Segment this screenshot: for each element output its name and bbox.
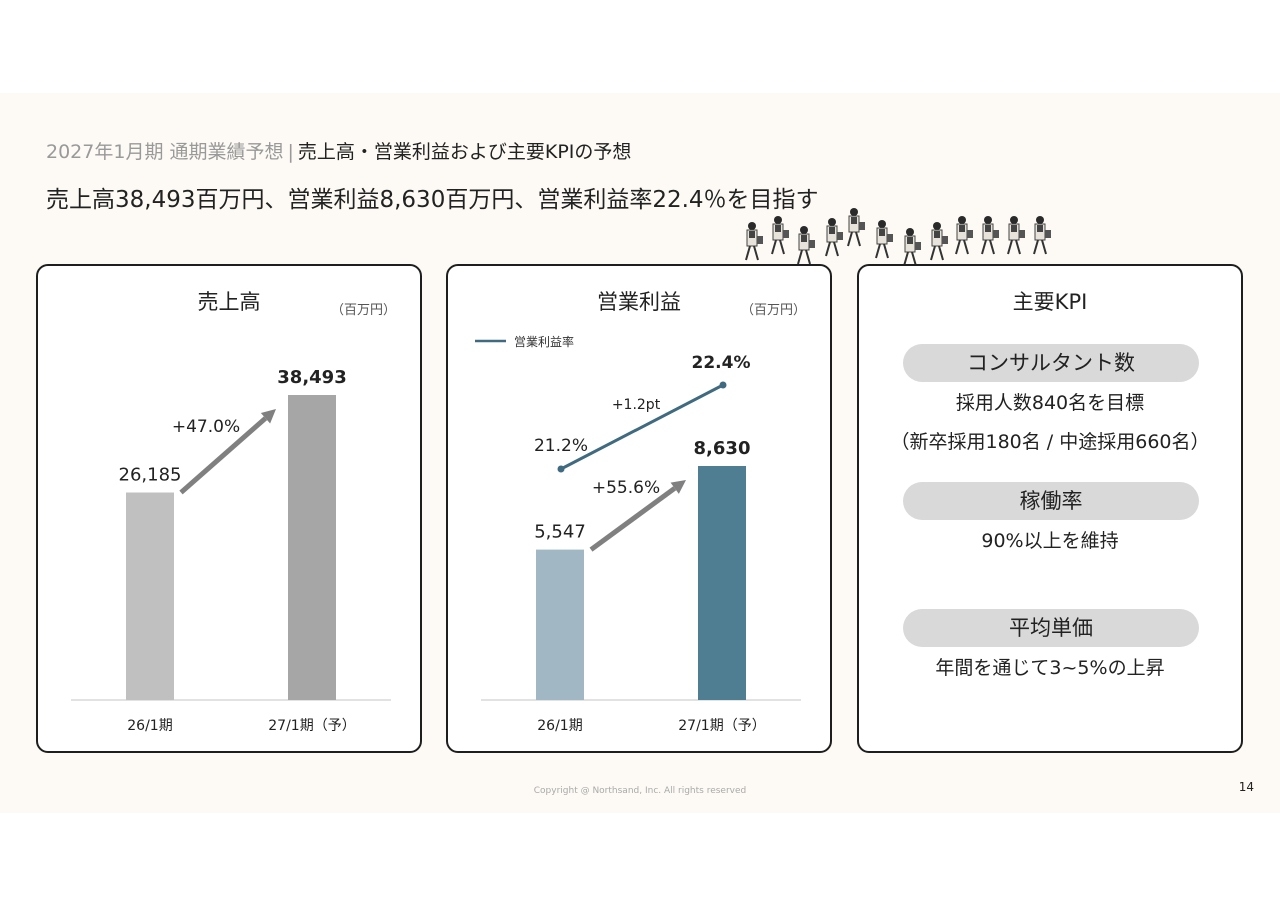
legend-label: 営業利益率 [514, 334, 574, 349]
kpi-consultants-line-2: （新卒採用180名 / 中途採用660名） [890, 431, 1210, 453]
kpi-consultants-pill: コンサルタント数 [903, 344, 1199, 382]
bar-2 [288, 395, 336, 700]
bar-2 [698, 466, 746, 700]
bar-value-label-1: 5,547 [534, 522, 586, 543]
revenue-chart: 26,185 26/1期 38,493 27/1期（予） +47.0% [71, 367, 391, 734]
revenue-chart-title: 売上高 [197, 290, 261, 314]
x-tick-label-2: 27/1期（予） [678, 718, 765, 734]
kpi-panel: 主要KPI コンサルタント数 採用人数840名を目標 （新卒採用180名 / 中… [857, 264, 1243, 753]
x-tick-label-2: 27/1期（予） [268, 718, 355, 734]
bar-1 [536, 549, 584, 700]
person-figure-8 [930, 222, 948, 261]
kpi-utilization-pill: 稼働率 [903, 482, 1199, 520]
person-figure-10 [981, 216, 999, 255]
margin-change-label: +1.2pt [612, 397, 661, 413]
bar-value-label-2: 38,493 [277, 367, 346, 388]
person-figure-4 [825, 218, 843, 257]
person-figure-1 [745, 222, 763, 261]
growth-arrow [589, 480, 686, 552]
kpi-consultants-line-1: 採用人数840名を目標 [955, 392, 1145, 414]
growth-label: +47.0% [172, 417, 240, 437]
growth-label: +55.6% [592, 478, 660, 498]
breadcrumb-period: 2027年1月期 通期業績予想 [46, 141, 284, 163]
person-figure-7 [903, 228, 921, 267]
margin-point-2 [719, 381, 727, 389]
bar-1 [126, 492, 174, 700]
breadcrumb-separator: | [287, 141, 294, 163]
person-figure-6 [875, 220, 893, 259]
person-figure-11 [1007, 216, 1025, 255]
revenue-panel: 売上高 （百万円） 26,185 26/1期 38,493 27/1期（予） +47.0… [36, 264, 422, 753]
page-headline: 売上高38,493百万円、営業利益8,630百万円、営業利益率22.4％を目指す [46, 187, 819, 213]
page-number: 14 [1238, 780, 1254, 794]
revenue-unit-label: （百万円） [330, 303, 396, 318]
margin-point-1 [557, 465, 565, 473]
bar-value-label-2: 8,630 [694, 438, 751, 459]
copyright-notice: Copyright @ Northsand, Inc. All rights r… [533, 786, 747, 796]
margin-value-label-2: 22.4% [692, 353, 751, 373]
operating-profit-chart: 5,547 26/1期 8,630 27/1期（予） +55.6% 営業利益率 21.2% 2… [475, 334, 801, 734]
person-figure-5 [847, 208, 865, 247]
operating-profit-chart-title: 営業利益 [597, 290, 681, 314]
kpi-unit-price-line-1: 年間を通じて3~5%の上昇 [935, 657, 1165, 679]
kpi-unit-price-pill: 平均単価 [903, 609, 1199, 647]
x-tick-label-1: 26/1期 [127, 718, 172, 734]
operating-profit-panel: 営業利益 （百万円） 5,547 26/1期 8,630 27/1期（予） +55.6%… [446, 264, 832, 753]
kpi-utilization-line-1: 90%以上を維持 [981, 530, 1119, 552]
x-tick-label-1: 26/1期 [537, 718, 582, 734]
person-figure-2 [771, 216, 789, 255]
bar-value-label-1: 26,185 [119, 465, 182, 486]
walking-people-illustration [745, 208, 1051, 267]
breadcrumb-topic: 売上高・営業利益および主要KPIの予想 [297, 141, 632, 163]
breadcrumb: 2027年1月期 通期業績予想 | 売上高・営業利益および主要KPIの予想 [46, 137, 631, 164]
kpi-title: 主要KPI [1012, 290, 1088, 314]
growth-arrow [179, 409, 276, 495]
person-figure-3 [797, 226, 815, 265]
operating-profit-unit-label: （百万円） [740, 303, 806, 318]
person-figure-9 [955, 216, 973, 255]
person-figure-12 [1033, 216, 1051, 255]
margin-value-label-1: 21.2% [534, 436, 588, 456]
margin-line [560, 383, 724, 471]
